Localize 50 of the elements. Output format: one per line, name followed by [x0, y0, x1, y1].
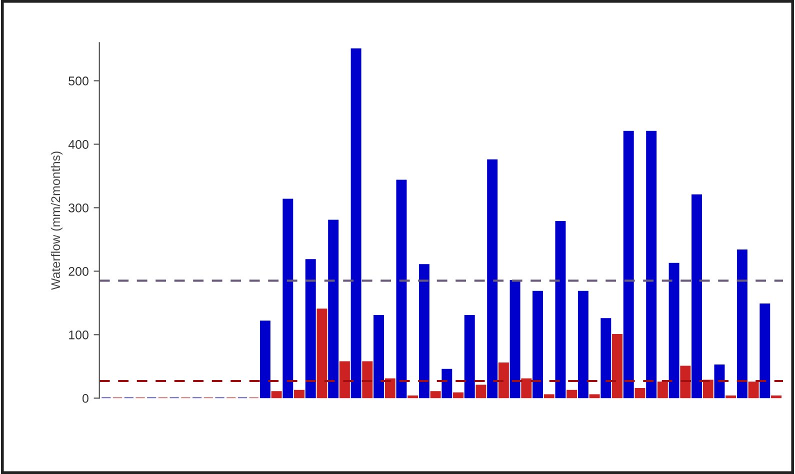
bar — [702, 380, 714, 398]
bar — [510, 280, 520, 398]
y-tick-label: 500 — [68, 76, 88, 86]
bar — [374, 314, 384, 398]
bar — [521, 378, 532, 398]
bar — [680, 366, 691, 398]
bar — [260, 320, 270, 398]
bar — [396, 180, 407, 398]
bar — [442, 368, 452, 398]
bar — [589, 394, 600, 398]
y-tick-label: 100 — [69, 330, 88, 340]
bar — [305, 259, 316, 398]
bar — [555, 220, 566, 398]
bar — [578, 290, 588, 398]
bar — [282, 198, 294, 398]
y-tick-label: 300 — [68, 204, 88, 212]
bar — [692, 194, 702, 398]
bar — [612, 334, 622, 398]
bar — [430, 391, 441, 398]
bar — [339, 361, 350, 398]
y-tick-label: 200 — [68, 266, 88, 276]
bar — [316, 308, 328, 398]
bar — [634, 388, 646, 398]
bar — [362, 361, 373, 398]
bar — [350, 48, 362, 398]
bar — [418, 264, 430, 398]
bar — [714, 364, 725, 398]
bar — [271, 391, 282, 398]
y-tick-label: 400 — [68, 140, 88, 149]
bar — [453, 392, 464, 398]
bar — [544, 394, 554, 398]
bar — [498, 362, 509, 398]
bar — [476, 384, 486, 398]
bar — [736, 250, 748, 398]
bar — [668, 262, 680, 398]
bar — [646, 130, 657, 398]
y-axis-title: Waterflow (mm/2months) — [50, 152, 63, 290]
bar — [760, 304, 770, 398]
bar — [566, 390, 578, 398]
bar — [657, 382, 668, 398]
bar — [294, 390, 304, 398]
bar — [623, 130, 634, 398]
bar — [464, 314, 475, 398]
bar — [532, 290, 543, 398]
bar — [487, 159, 498, 398]
bar — [600, 318, 612, 398]
bar — [384, 378, 396, 398]
bar — [748, 382, 759, 398]
bar — [328, 220, 339, 398]
y-tick-label: 0 — [82, 394, 88, 403]
